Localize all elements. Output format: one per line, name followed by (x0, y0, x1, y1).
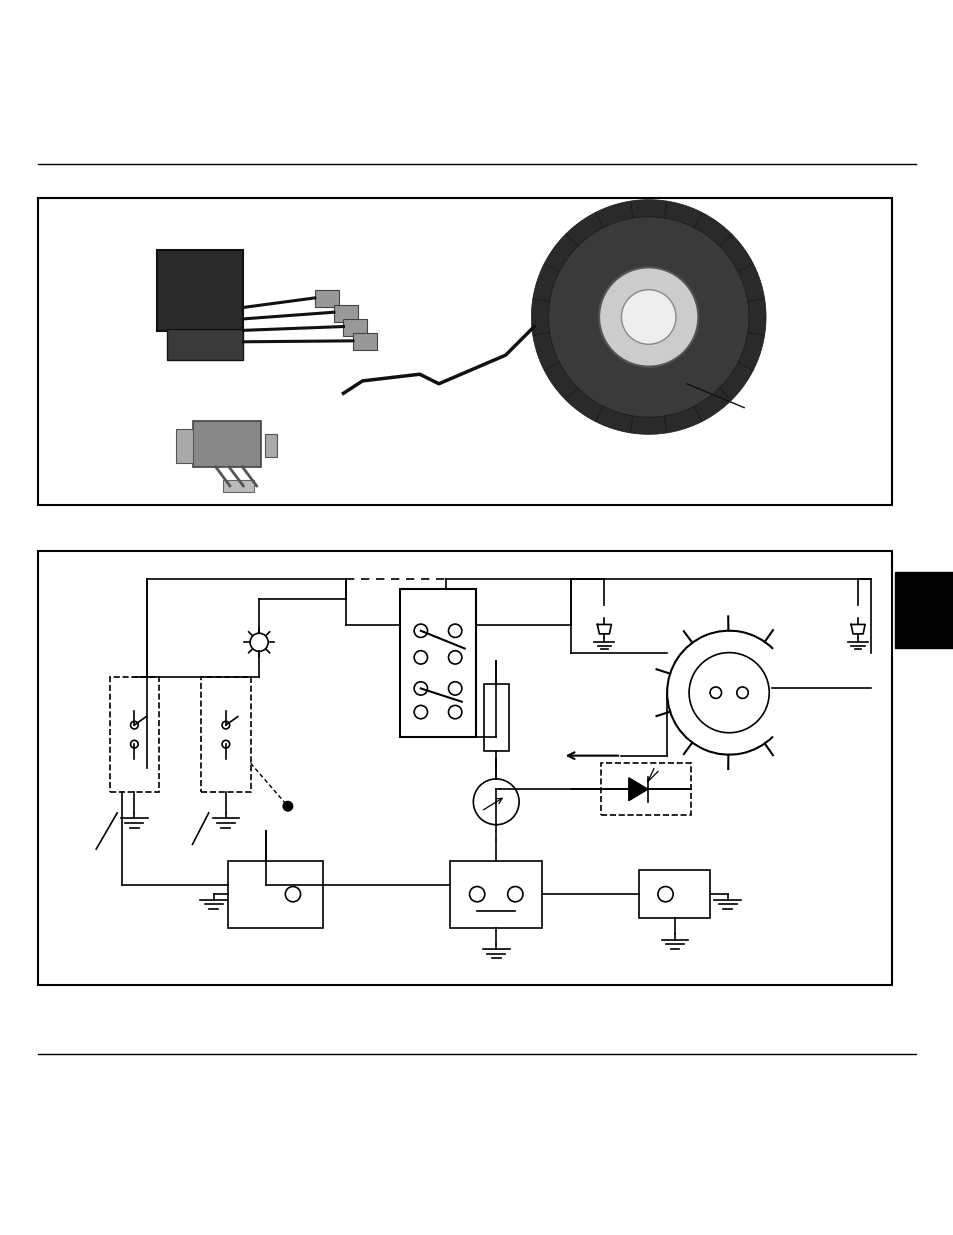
Bar (110, 678, 159, 792)
Bar (600, 763, 691, 815)
Polygon shape (533, 332, 558, 370)
Polygon shape (595, 406, 633, 433)
Circle shape (598, 268, 698, 367)
Bar (399, 589, 476, 737)
Bar (38, 198, 891, 505)
Bar (334, 305, 357, 322)
Polygon shape (630, 416, 666, 435)
Polygon shape (694, 388, 731, 421)
Polygon shape (738, 264, 763, 301)
Bar (483, 684, 508, 751)
Polygon shape (694, 212, 731, 246)
Polygon shape (565, 388, 602, 421)
Bar (201, 678, 251, 792)
Polygon shape (543, 233, 578, 272)
Polygon shape (565, 212, 602, 246)
Polygon shape (628, 778, 647, 800)
Bar (223, 480, 253, 492)
Polygon shape (533, 264, 558, 301)
Bar (193, 421, 261, 467)
Polygon shape (719, 362, 753, 400)
Bar (353, 333, 376, 351)
Polygon shape (738, 332, 763, 370)
Bar (343, 319, 367, 336)
Polygon shape (531, 299, 549, 336)
Polygon shape (719, 233, 753, 272)
Bar (894, 572, 953, 648)
Bar (167, 330, 243, 359)
Polygon shape (630, 200, 666, 219)
Circle shape (283, 802, 293, 811)
Bar (38, 551, 891, 984)
Polygon shape (747, 299, 765, 336)
Bar (314, 290, 338, 308)
Polygon shape (595, 201, 633, 227)
Polygon shape (663, 406, 701, 433)
Bar (157, 251, 243, 331)
Circle shape (620, 290, 676, 345)
Bar (176, 429, 193, 463)
Bar (228, 861, 323, 927)
Polygon shape (663, 201, 701, 227)
Bar (450, 861, 541, 927)
Circle shape (534, 203, 762, 431)
Bar (639, 871, 710, 918)
Polygon shape (543, 362, 578, 400)
Bar (265, 435, 276, 457)
